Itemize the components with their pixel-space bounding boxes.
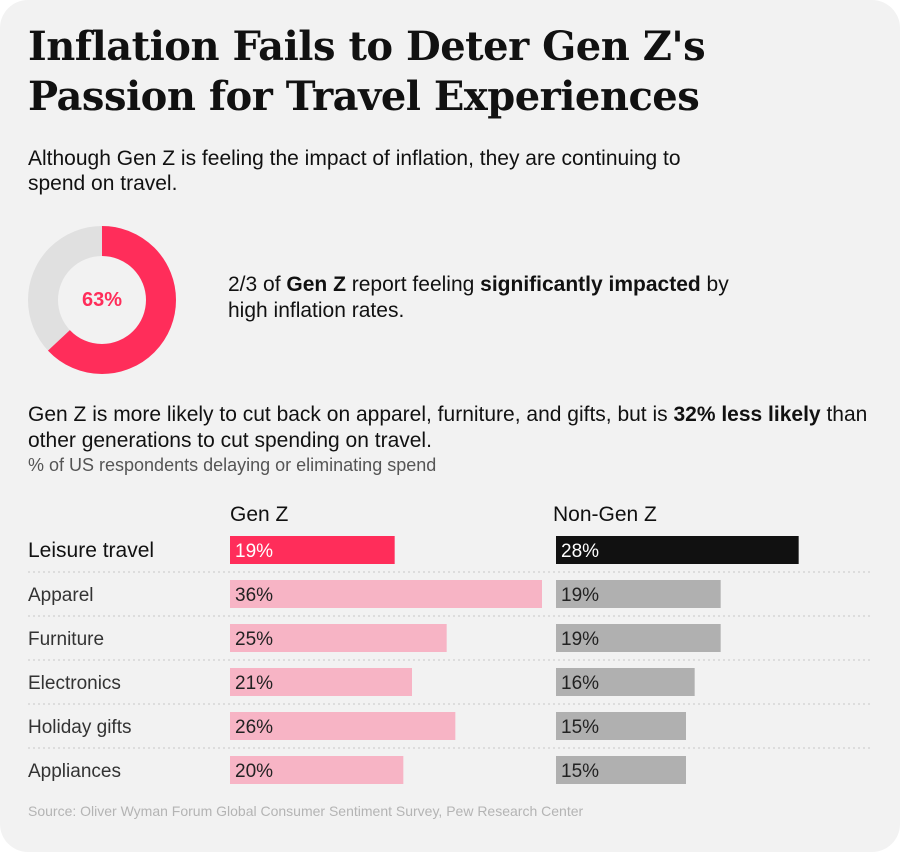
column-header-gen-z: Gen Z: [230, 503, 289, 526]
chart-intro: Gen Z is more likely to cut back on appa…: [28, 402, 888, 454]
intro-emphasis: 32% less likely: [673, 403, 821, 426]
bar-non-gen-z: [556, 536, 799, 564]
bar-value-label: 16%: [561, 673, 599, 694]
donut-svg: [28, 226, 176, 374]
bar-non-gen-z: [556, 624, 721, 652]
donut-value-arc: [28, 226, 176, 374]
inflation-stat: 2/3 of Gen Z report feeling significantl…: [228, 272, 748, 324]
subtitle: Although Gen Z is feeling the impact of …: [28, 147, 681, 195]
bar-value-label: 25%: [235, 629, 273, 650]
page-title: Inflation Fails to Deter Gen Z's Passion…: [28, 23, 706, 120]
category-label: Furniture: [28, 629, 104, 650]
bar-value-label: 15%: [561, 761, 599, 782]
donut-chart: 63%: [28, 226, 176, 374]
bar-gen-z: [230, 624, 447, 652]
column-header-non-gen-z: Non-Gen Z: [553, 503, 657, 526]
bar-non-gen-z: [556, 712, 686, 740]
bar-value-label: 19%: [235, 541, 273, 562]
bar-value-label: 26%: [235, 717, 273, 738]
stat-emphasis-impact: significantly impacted: [480, 273, 701, 296]
bar-gen-z: [230, 536, 395, 564]
category-label: Appliances: [28, 761, 121, 782]
category-label: Apparel: [28, 585, 94, 606]
bar-non-gen-z: [556, 580, 721, 608]
bar-gen-z: [230, 580, 542, 608]
bar-chart: Leisure travel 19% 28% Apparel 36% 19% Furnitu…: [28, 536, 872, 784]
category-label: Holiday gifts: [28, 717, 132, 738]
intro-text: than other generations to cut spending o…: [28, 403, 868, 452]
bar-value-label: 36%: [235, 585, 273, 606]
category-label: Leisure travel: [28, 539, 154, 562]
stat-emphasis-gen-z: Gen Z: [286, 273, 346, 296]
bar-value-label: 28%: [561, 541, 599, 562]
stat-text: by high inflation rates.: [228, 273, 729, 322]
source-note: Source: Oliver Wyman Forum Global Consum…: [28, 803, 584, 819]
bar-value-label: 21%: [235, 673, 273, 694]
bar-non-gen-z: [556, 668, 695, 696]
bar-value-label: 20%: [235, 761, 273, 782]
category-label: Electronics: [28, 673, 121, 694]
bar-non-gen-z: [556, 756, 686, 784]
bar-gen-z: [230, 756, 404, 784]
stat-text: report feeling: [345, 273, 481, 296]
stat-text: 2/3 of: [228, 273, 287, 296]
donut-value-label: 63%: [81, 288, 123, 311]
chart-note: % of US respondents delaying or eliminat…: [28, 455, 437, 475]
bar-gen-z: [230, 668, 412, 696]
bar-gen-z: [230, 712, 456, 740]
bar-value-label: 19%: [561, 585, 599, 606]
intro-text: Gen Z is more likely to cut back on appa…: [28, 403, 674, 426]
bar-value-label: 19%: [561, 629, 599, 650]
bar-value-label: 15%: [561, 717, 599, 738]
